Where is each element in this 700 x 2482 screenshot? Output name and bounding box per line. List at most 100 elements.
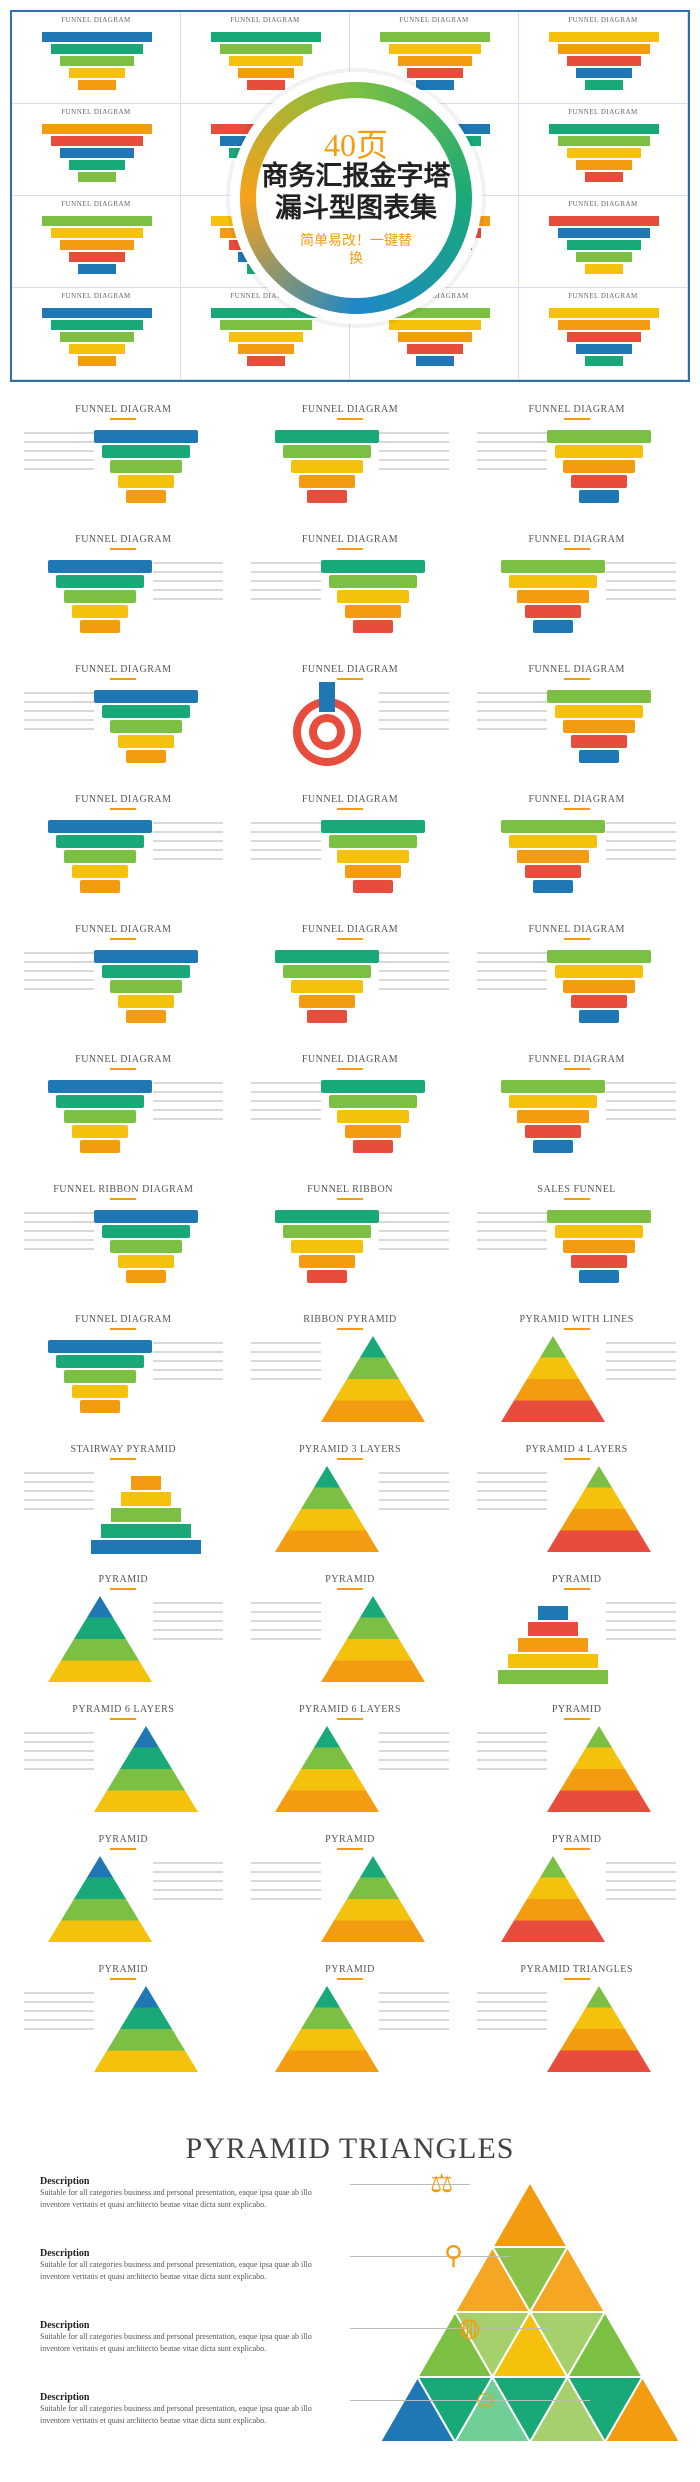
funnel-band — [282, 965, 371, 978]
slide-title: PYRAMID 6 LAYERS — [10, 1704, 237, 1720]
people-icon: ☺ — [472, 2384, 499, 2414]
slide-preview[interactable]: PYRAMID — [463, 1562, 690, 1692]
description-lines — [250, 1602, 321, 1647]
slide-graphic — [547, 690, 652, 763]
description-item: Description Suitable for all categories b… — [40, 2248, 340, 2283]
funnel-band — [102, 1225, 190, 1238]
slide-preview[interactable]: PYRAMID — [237, 1562, 464, 1692]
funnel-band — [118, 475, 174, 488]
pyramid-layer — [87, 1596, 113, 1618]
slide-preview[interactable]: FUNNEL DIAGRAM — [463, 782, 690, 912]
thumbnail-band — [42, 32, 152, 42]
thumbnail-band — [585, 172, 623, 182]
funnel-band — [352, 620, 393, 633]
description-lines — [477, 1472, 548, 1517]
slide-preview[interactable]: FUNNEL DIAGRAM — [463, 1042, 690, 1172]
pyramid-layer — [61, 1639, 139, 1661]
slide-preview[interactable]: FUNNEL DIAGRAM — [237, 652, 464, 782]
slide-preview[interactable]: FUNNEL RIBBON DIAGRAM — [10, 1172, 237, 1302]
description-lines — [477, 692, 548, 737]
slide-preview[interactable]: SALES FUNNEL — [463, 1172, 690, 1302]
slide-preview[interactable]: FUNNEL DIAGRAM — [237, 1042, 464, 1172]
thumbnail-band — [576, 160, 632, 170]
thumbnail-band — [380, 32, 490, 42]
slide-title: PYRAMID — [10, 1834, 237, 1850]
slide-preview[interactable]: PYRAMID — [10, 1562, 237, 1692]
funnel-band — [80, 620, 120, 633]
slide-preview[interactable]: FUNNEL RIBBON — [237, 1172, 464, 1302]
funnel-band — [525, 605, 582, 618]
pyramid-layer — [313, 1466, 340, 1488]
target-ring — [316, 722, 337, 742]
funnel-band — [328, 1095, 417, 1108]
thumbnail-band — [389, 44, 481, 54]
funnel-band — [110, 460, 182, 473]
page-count: 40页 — [323, 126, 388, 163]
funnel-band — [579, 490, 620, 503]
title-badge-inner: 40页 商务汇报金字塔 漏斗型图表集 简单易改！一键替换 — [256, 98, 456, 298]
thumbnail-band — [576, 344, 632, 354]
slide-preview[interactable]: FUNNEL DIAGRAM — [10, 392, 237, 522]
slide-preview[interactable]: FUNNEL DIAGRAM — [237, 912, 464, 1042]
thumbnail-band — [558, 44, 650, 54]
slide-title: STAIRWAY PYRAMID — [10, 1444, 237, 1460]
slide-preview[interactable]: PYRAMID — [463, 1822, 690, 1952]
slide-preview[interactable]: FUNNEL DIAGRAM — [10, 782, 237, 912]
thumbnail-band — [549, 124, 659, 134]
funnel-band — [563, 720, 636, 733]
slide-preview[interactable]: PYRAMID — [10, 1952, 237, 2082]
slide-preview[interactable]: FUNNEL DIAGRAM — [237, 522, 464, 652]
slide-preview[interactable]: PYRAMID — [237, 1822, 464, 1952]
slide-title: FUNNEL DIAGRAM — [463, 664, 690, 680]
slide-preview[interactable]: PYRAMID 6 LAYERS — [237, 1692, 464, 1822]
funnel-band — [563, 980, 636, 993]
slide-graphic — [274, 430, 379, 503]
funnel-band — [555, 705, 644, 718]
funnel-band — [126, 490, 166, 503]
funnel-band — [547, 1210, 652, 1223]
slide-preview[interactable]: PYRAMID 3 LAYERS — [237, 1432, 464, 1562]
slide-preview[interactable]: PYRAMID — [463, 1692, 690, 1822]
slide-title: FUNNEL DIAGRAM — [237, 924, 464, 940]
thumbnail-band — [585, 80, 623, 90]
pyramid-layer — [313, 1986, 340, 2008]
pyramid-layer — [359, 1596, 386, 1618]
stair-step — [508, 1654, 599, 1668]
slide-preview[interactable]: FUNNEL DIAGRAM — [10, 1042, 237, 1172]
slide-preview[interactable]: FUNNEL DIAGRAM — [10, 1302, 237, 1432]
connector-line — [350, 2256, 510, 2257]
funnel-band — [56, 1095, 144, 1108]
slide-preview[interactable]: FUNNEL DIAGRAM — [463, 522, 690, 652]
featured-slide-title: PYRAMID TRIANGLES — [185, 2132, 515, 2165]
funnel-band — [571, 995, 628, 1008]
slide-preview[interactable]: PYRAMID 6 LAYERS — [10, 1692, 237, 1822]
funnel-band — [72, 865, 128, 878]
slide-preview[interactable]: RIBBON PYRAMID — [237, 1302, 464, 1432]
slide-preview[interactable]: FUNNEL DIAGRAM — [237, 392, 464, 522]
slide-preview[interactable]: FUNNEL DIAGRAM — [463, 912, 690, 1042]
slide-preview[interactable]: FUNNEL DIAGRAM — [463, 652, 690, 782]
slide-preview[interactable]: FUNNEL DIAGRAM — [10, 652, 237, 782]
cover-thumbnail-title: FUNNEL DIAGRAM — [230, 292, 300, 300]
funnel-band — [306, 1270, 347, 1283]
slide-preview[interactable]: FUNNEL DIAGRAM — [10, 912, 237, 1042]
funnel-band — [298, 475, 355, 488]
slide-preview[interactable]: FUNNEL DIAGRAM — [237, 782, 464, 912]
slide-preview[interactable]: FUNNEL DIAGRAM — [463, 392, 690, 522]
slide-preview[interactable]: PYRAMID WITH LINES — [463, 1302, 690, 1432]
slide-preview[interactable]: PYRAMID — [237, 1952, 464, 2082]
description-lines — [477, 1212, 548, 1257]
description-lines — [379, 692, 450, 737]
slide-graphic — [498, 1606, 609, 1684]
slide-preview[interactable]: STAIRWAY PYRAMID — [10, 1432, 237, 1562]
slide-preview[interactable]: FUNNEL DIAGRAM — [10, 522, 237, 652]
pyramid-layer — [560, 1509, 639, 1531]
thumbnail-funnel-graphic — [380, 32, 490, 90]
pyramid-layer — [48, 1660, 152, 1682]
slide-preview[interactable]: PYRAMID TRIANGLES — [463, 1952, 690, 2082]
slide-preview[interactable]: PYRAMID — [10, 1822, 237, 1952]
funnel-band — [579, 1270, 620, 1283]
cover-banner: FUNNEL DIAGRAM FUNNEL DIAGRAM FUNNEL DIAGR… — [10, 10, 690, 382]
pyramid-layer — [501, 1920, 606, 1942]
slide-preview[interactable]: PYRAMID 4 LAYERS — [463, 1432, 690, 1562]
